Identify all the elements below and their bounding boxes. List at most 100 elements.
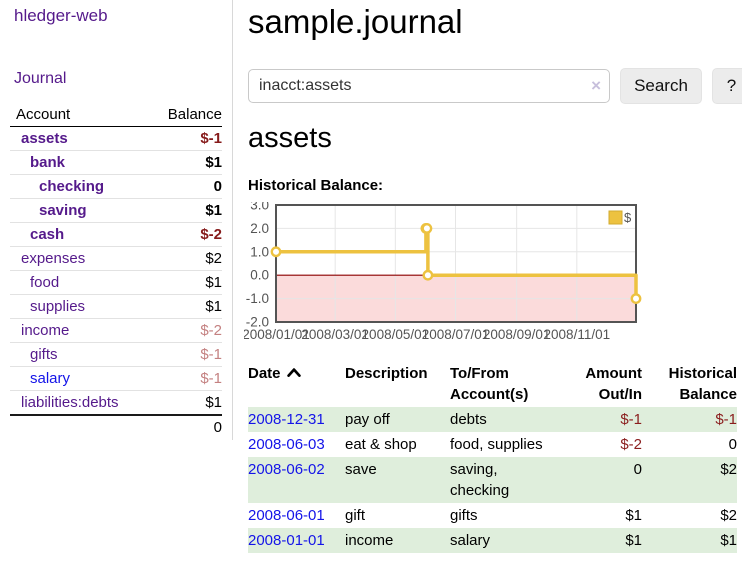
account-balance: $1 [116, 198, 222, 223]
transaction-balance: $1 [720, 532, 737, 549]
account-link-salary[interactable]: salary [30, 370, 71, 387]
register-row: 2008-12-31 pay off debts $-1 $-1 [248, 407, 737, 432]
transaction-accounts: food, supplies [450, 436, 543, 453]
account-link-supplies[interactable]: supplies [30, 298, 86, 315]
search-form: × Search ? [248, 68, 742, 104]
account-link-checking[interactable]: checking [39, 178, 105, 195]
account-balance: $-2 [116, 318, 222, 343]
register-row: 2008-01-01 income salary $1 $1 [248, 528, 737, 553]
account-link-assets[interactable]: assets [21, 130, 68, 147]
account-row: supplies $1 [10, 294, 222, 319]
account-link-income[interactable]: income [21, 322, 70, 339]
svg-text:$: $ [624, 210, 632, 225]
chart-heading: Historical Balance: [248, 177, 384, 194]
accounts-total-value: 0 [213, 419, 222, 436]
transaction-description: gift [345, 507, 366, 524]
balance-chart[interactable]: $3.0 2.0 1.0 0.0 -1.0 -2.0 2008/01/01 2008/03/0… [242, 198, 646, 344]
transaction-date-link[interactable]: 2008-01-01 [248, 532, 325, 549]
transaction-amount: $-2 [620, 436, 642, 453]
transaction-date-link[interactable]: 2008-06-03 [248, 436, 325, 453]
app-title-link[interactable]: hledger-web [14, 6, 108, 25]
register-header-description: Description [345, 365, 428, 382]
accounts-total-row: 0 [10, 415, 222, 439]
account-row: checking 0 [10, 174, 222, 199]
register-row: 2008-06-02 save saving, checking 0 $2 [248, 457, 737, 503]
transaction-accounts: salary [450, 532, 491, 549]
transaction-accounts: debts [450, 411, 487, 428]
svg-text:2008/01/01: 2008/01/01 [244, 327, 310, 342]
register-row: 2008-06-03 eat & shop food, supplies $-2 0 [248, 432, 737, 457]
account-balance: $-1 [116, 366, 222, 391]
accounts-body: assets $-1 bank $1 checking 0 saving $1 cash $-2 e… [10, 126, 222, 440]
svg-text:0.0: 0.0 [250, 268, 269, 283]
transaction-amount: 0 [633, 461, 642, 478]
svg-text:2008/07/01: 2008/07/01 [422, 327, 490, 342]
svg-text:2.0: 2.0 [250, 221, 269, 236]
transaction-balance: $-1 [715, 411, 737, 428]
sidebar: hledger-web Journal Account Balance asse… [0, 0, 233, 440]
register-header-date[interactable]: Date [248, 361, 345, 407]
account-row: expenses $2 [10, 246, 222, 271]
account-link-food[interactable]: food [30, 274, 60, 291]
main-content: sample.journal × Search ? assets Histori… [242, 0, 742, 553]
svg-text:2008/03/01: 2008/03/01 [301, 327, 369, 342]
balance-chart-svg: $3.0 2.0 1.0 0.0 -1.0 -2.02008/01/012008/03/0… [242, 198, 642, 342]
transaction-accounts: saving, checking [450, 461, 510, 499]
transaction-date-link[interactable]: 2008-06-02 [248, 461, 325, 478]
register-header-to-from: To/From Account(s) [450, 365, 529, 403]
account-row: bank $1 [10, 150, 222, 175]
account-link-liabilities-debts[interactable]: liabilities:debts [21, 394, 119, 411]
transaction-date-link[interactable]: 2008-06-01 [248, 507, 325, 524]
accounts-header-balance: Balance [116, 103, 222, 127]
account-link-gifts[interactable]: gifts [30, 346, 58, 363]
account-link-saving[interactable]: saving [39, 202, 87, 219]
register-table: Date Description To/From Account(s) Amount Ou… [248, 361, 737, 553]
transaction-balance: 0 [728, 436, 737, 453]
page-title: sample.journal [248, 3, 463, 40]
account-row: assets $-1 [10, 126, 222, 151]
transaction-date-link[interactable]: 2008-12-31 [248, 411, 325, 428]
account-link-cash[interactable]: cash [30, 226, 65, 243]
account-link-expenses[interactable]: expenses [21, 250, 86, 267]
account-balance: $-2 [116, 222, 222, 247]
account-balance: $1 [116, 270, 222, 295]
account-balance: $1 [116, 150, 222, 175]
svg-text:2008/05/01: 2008/05/01 [362, 327, 430, 342]
transaction-amount: $1 [625, 507, 642, 524]
transaction-description: income [345, 532, 394, 549]
transaction-balance: $2 [720, 461, 737, 478]
account-row: saving $1 [10, 198, 222, 223]
transaction-balance: $2 [720, 507, 737, 524]
register-header-row: Date Description To/From Account(s) Amount Ou… [248, 361, 737, 407]
accounts-header-row: Account Balance [10, 103, 222, 127]
transaction-amount: $-1 [620, 411, 642, 428]
accounts-table: Account Balance assets $-1 bank $1 checking 0… [10, 103, 222, 439]
account-balance: $2 [116, 246, 222, 271]
transaction-description: save [345, 461, 377, 478]
svg-text:3.0: 3.0 [250, 202, 269, 213]
account-row: food $1 [10, 270, 222, 295]
account-row: liabilities:debts $1 [10, 390, 222, 416]
register-header-historical: Historical Balance [668, 365, 737, 403]
svg-text:1.0: 1.0 [250, 244, 269, 259]
account-balance: $1 [116, 294, 222, 319]
sort-ascending-chevron-icon [286, 368, 301, 377]
clear-search-icon[interactable]: × [591, 76, 601, 95]
account-balance: $-1 [116, 342, 222, 367]
account-row: gifts $-1 [10, 342, 222, 367]
search-button[interactable]: Search [620, 68, 702, 104]
search-input[interactable] [248, 69, 610, 103]
svg-text:-1.0: -1.0 [246, 291, 269, 306]
account-row: cash $-2 [10, 222, 222, 247]
transaction-description: eat & shop [345, 436, 417, 453]
sidebar-item-journal[interactable]: Journal [14, 70, 67, 87]
account-balance: 0 [116, 174, 222, 199]
account-balance: $1 [116, 390, 222, 416]
account-link-bank[interactable]: bank [30, 154, 66, 171]
account-row: salary $-1 [10, 366, 222, 391]
account-balance: $-1 [116, 126, 222, 151]
account-row: income $-2 [10, 318, 222, 343]
help-button[interactable]: ? [712, 68, 742, 104]
transaction-description: pay off [345, 411, 390, 428]
transaction-accounts: gifts [450, 507, 478, 524]
